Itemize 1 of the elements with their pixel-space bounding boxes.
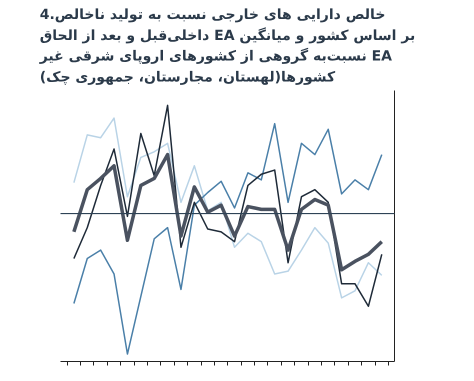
chart-title: 4.خالص دارایی های خارجی نسبت به تولید ناخالص داخلی‌قبل و بعد از الحاق EA بر اساس کشور و میانگین نسبت‌به گروهی از کشورهای اروپای شرقی غیر EA کشورها(لهستان، مجارستان، جمهوری چک) (38, 7, 416, 86)
